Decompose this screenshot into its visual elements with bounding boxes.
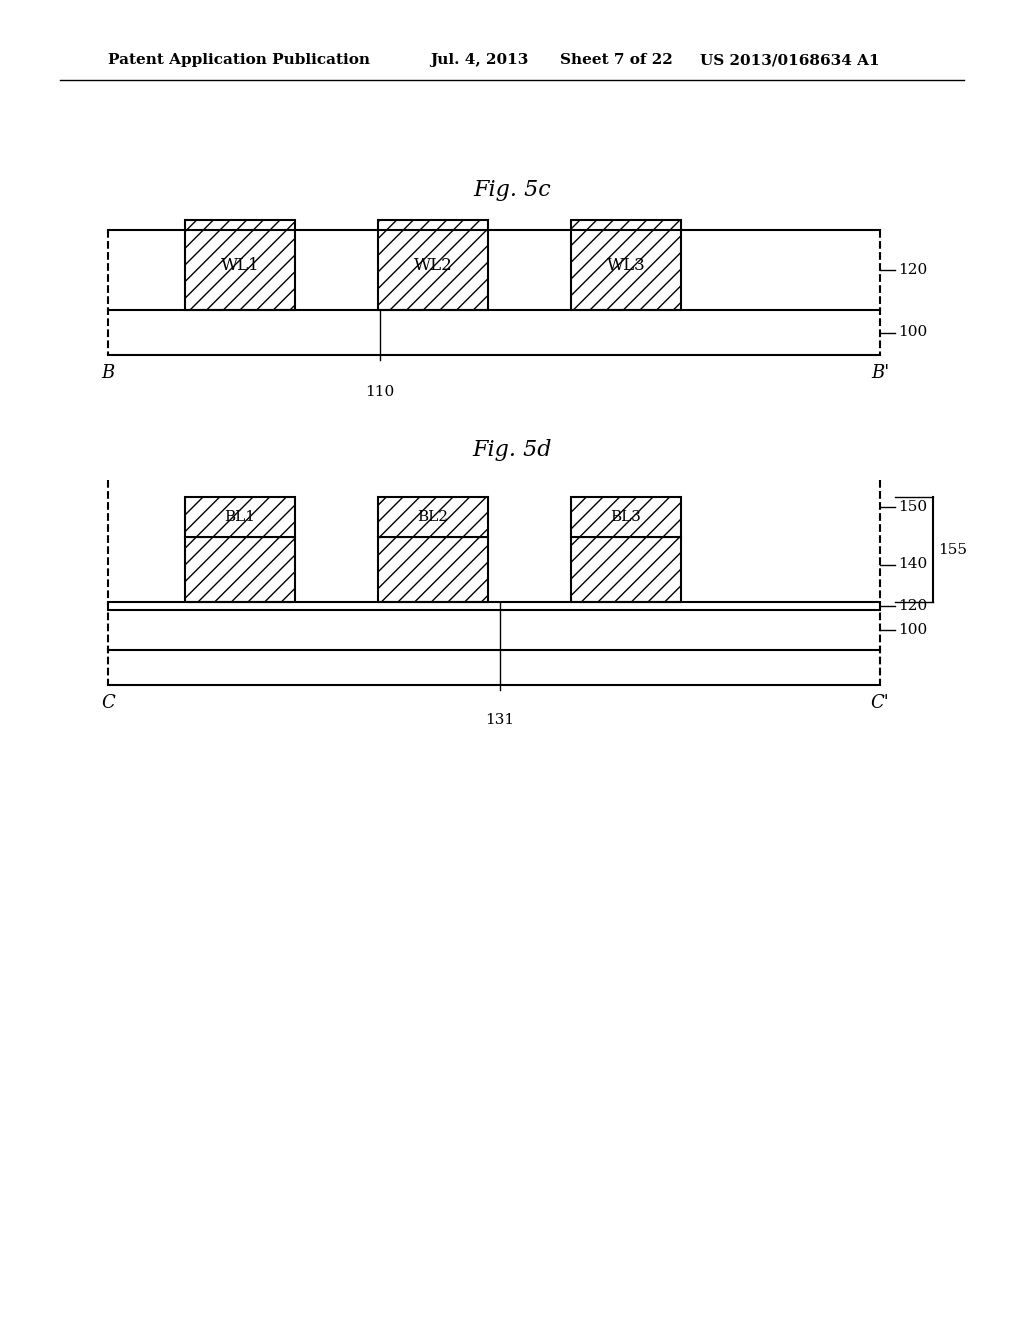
Text: 140: 140 xyxy=(898,557,928,572)
Text: 150: 150 xyxy=(898,500,927,513)
Text: Jul. 4, 2013: Jul. 4, 2013 xyxy=(430,53,528,67)
FancyBboxPatch shape xyxy=(571,537,681,602)
FancyBboxPatch shape xyxy=(378,537,488,602)
Text: C: C xyxy=(101,694,115,711)
Text: 110: 110 xyxy=(366,385,394,399)
Text: C': C' xyxy=(870,694,890,711)
FancyBboxPatch shape xyxy=(185,220,295,310)
Text: Fig. 5d: Fig. 5d xyxy=(472,440,552,461)
Text: 131: 131 xyxy=(485,713,515,727)
Text: 120: 120 xyxy=(898,599,928,612)
FancyBboxPatch shape xyxy=(378,220,488,310)
Text: WL2: WL2 xyxy=(414,256,453,273)
Text: 100: 100 xyxy=(898,623,928,638)
FancyBboxPatch shape xyxy=(378,498,488,537)
Text: WL1: WL1 xyxy=(220,256,259,273)
Text: BL1: BL1 xyxy=(224,510,256,524)
Text: WL3: WL3 xyxy=(606,256,645,273)
Text: Sheet 7 of 22: Sheet 7 of 22 xyxy=(560,53,673,67)
Text: Fig. 5c: Fig. 5c xyxy=(473,180,551,201)
Text: B: B xyxy=(101,364,115,381)
Text: US 2013/0168634 A1: US 2013/0168634 A1 xyxy=(700,53,880,67)
FancyBboxPatch shape xyxy=(185,498,295,537)
Text: BL3: BL3 xyxy=(610,510,641,524)
FancyBboxPatch shape xyxy=(571,498,681,537)
FancyBboxPatch shape xyxy=(571,220,681,310)
Text: B': B' xyxy=(870,364,889,381)
Text: 120: 120 xyxy=(898,263,928,277)
FancyBboxPatch shape xyxy=(185,537,295,602)
Text: 155: 155 xyxy=(938,543,967,557)
Text: Patent Application Publication: Patent Application Publication xyxy=(108,53,370,67)
Text: BL2: BL2 xyxy=(418,510,449,524)
Text: 100: 100 xyxy=(898,326,928,339)
